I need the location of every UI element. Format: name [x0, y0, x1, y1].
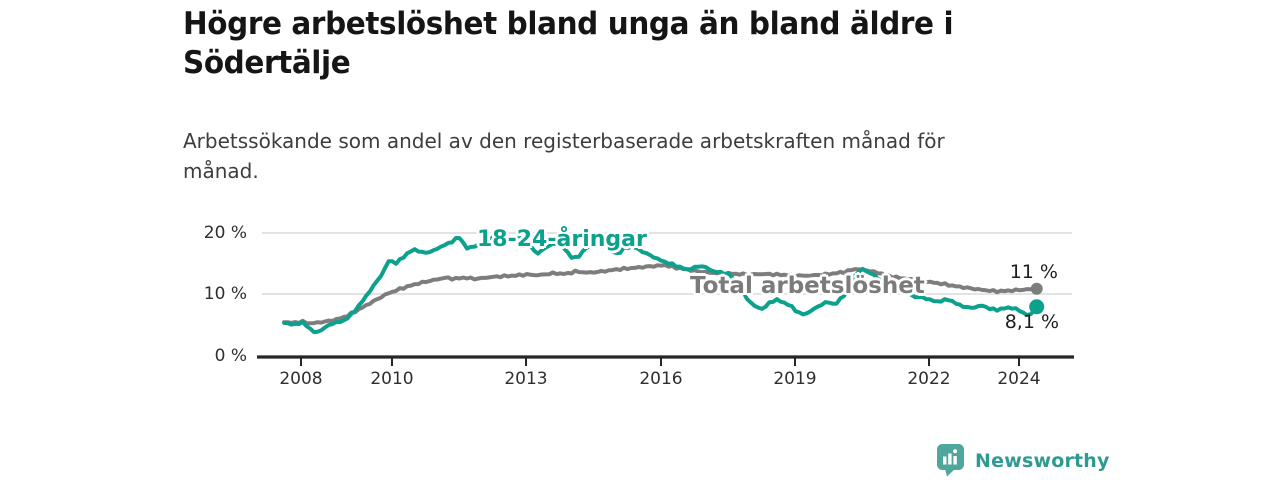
x-tick-label-2010: 2010: [370, 369, 414, 389]
x-tick-label-2019: 2019: [773, 369, 817, 389]
page-subtitle-line-1: Arbetssökande som andel av den registerb…: [183, 129, 945, 153]
x-axis-ticks: [300, 358, 1020, 366]
line-chart-canvas: [257, 232, 1074, 366]
x-tick-label-2022: 2022: [907, 369, 951, 389]
x-tick-label-2013: 2013: [504, 369, 548, 389]
page-title-line-1: Högre arbetslöshet bland unga än bland ä…: [183, 6, 954, 42]
series-label-young: 18-24-åringar: [477, 227, 647, 252]
page-title: Högre arbetslöshet bland unga än bland ä…: [183, 5, 1086, 83]
newsworthy-icon: [937, 444, 964, 477]
series-group: [282, 234, 1045, 335]
page-subtitle: Arbetssökande som andel av den registerb…: [183, 126, 1063, 186]
y-tick-label-0: 0 %: [214, 346, 247, 366]
newsworthy-logo-text: Newsworthy: [975, 449, 1110, 472]
page-subtitle-line-2: månad.: [183, 159, 259, 183]
series-line-total: [282, 263, 1039, 326]
bar-chart-glyph: [943, 449, 958, 465]
y-tick-label-20: 20 %: [203, 223, 247, 243]
page-title-line-2: Södertälje: [183, 45, 351, 81]
x-tick-label-2008: 2008: [279, 369, 323, 389]
end-value-label-young: 8,1 %: [1004, 311, 1059, 333]
x-tick-label-2016: 2016: [639, 369, 683, 389]
series-label-total: Total arbetslöshet: [690, 273, 925, 299]
end-dot-young: [1029, 299, 1045, 315]
end-value-label-total: 11 %: [1009, 261, 1058, 283]
y-tick-label-10: 10 %: [203, 284, 247, 304]
x-tick-label-2024: 2024: [997, 369, 1041, 389]
newsworthy-logo[interactable]: Newsworthy: [936, 444, 1110, 477]
series-line-young: [282, 234, 1039, 335]
end-dot-total: [1030, 282, 1043, 295]
